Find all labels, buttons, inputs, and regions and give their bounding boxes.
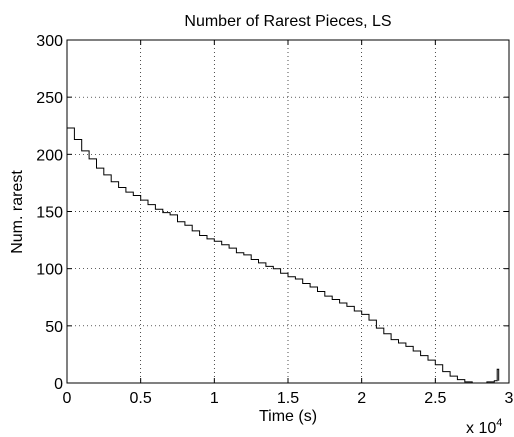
y-tick-label: 200 xyxy=(36,147,63,164)
x-tick-label: 0.5 xyxy=(130,390,152,407)
y-axis-label: Num. rarest xyxy=(9,170,26,254)
x-tick-label: 2 xyxy=(357,390,366,407)
x-tick-label: 2.5 xyxy=(424,390,446,407)
x-axis-multiplier: x 104 xyxy=(466,417,502,437)
grid-lines xyxy=(67,40,509,383)
x-tick-label: 3 xyxy=(505,390,514,407)
y-tick-label: 50 xyxy=(45,319,63,336)
y-tick-label: 150 xyxy=(36,205,63,222)
y-tick-label: 100 xyxy=(36,262,63,279)
x-axis-label: Time (s) xyxy=(259,408,317,425)
y-tick-label: 0 xyxy=(54,376,63,393)
y-tick-label: 300 xyxy=(36,33,63,50)
series-line-rarest xyxy=(67,127,500,384)
chart-title: Number of Rarest Pieces, LS xyxy=(184,13,391,30)
x-tick-label: 1 xyxy=(210,390,219,407)
axis-ticks: 0 0.5 1 1.5 2 2.5 3 0 50 100 150 200 250 300 xyxy=(36,33,513,407)
x-tick-label: 1.5 xyxy=(277,390,299,407)
y-tick-label: 250 xyxy=(36,90,63,107)
x-tick-label: 0 xyxy=(63,390,72,407)
